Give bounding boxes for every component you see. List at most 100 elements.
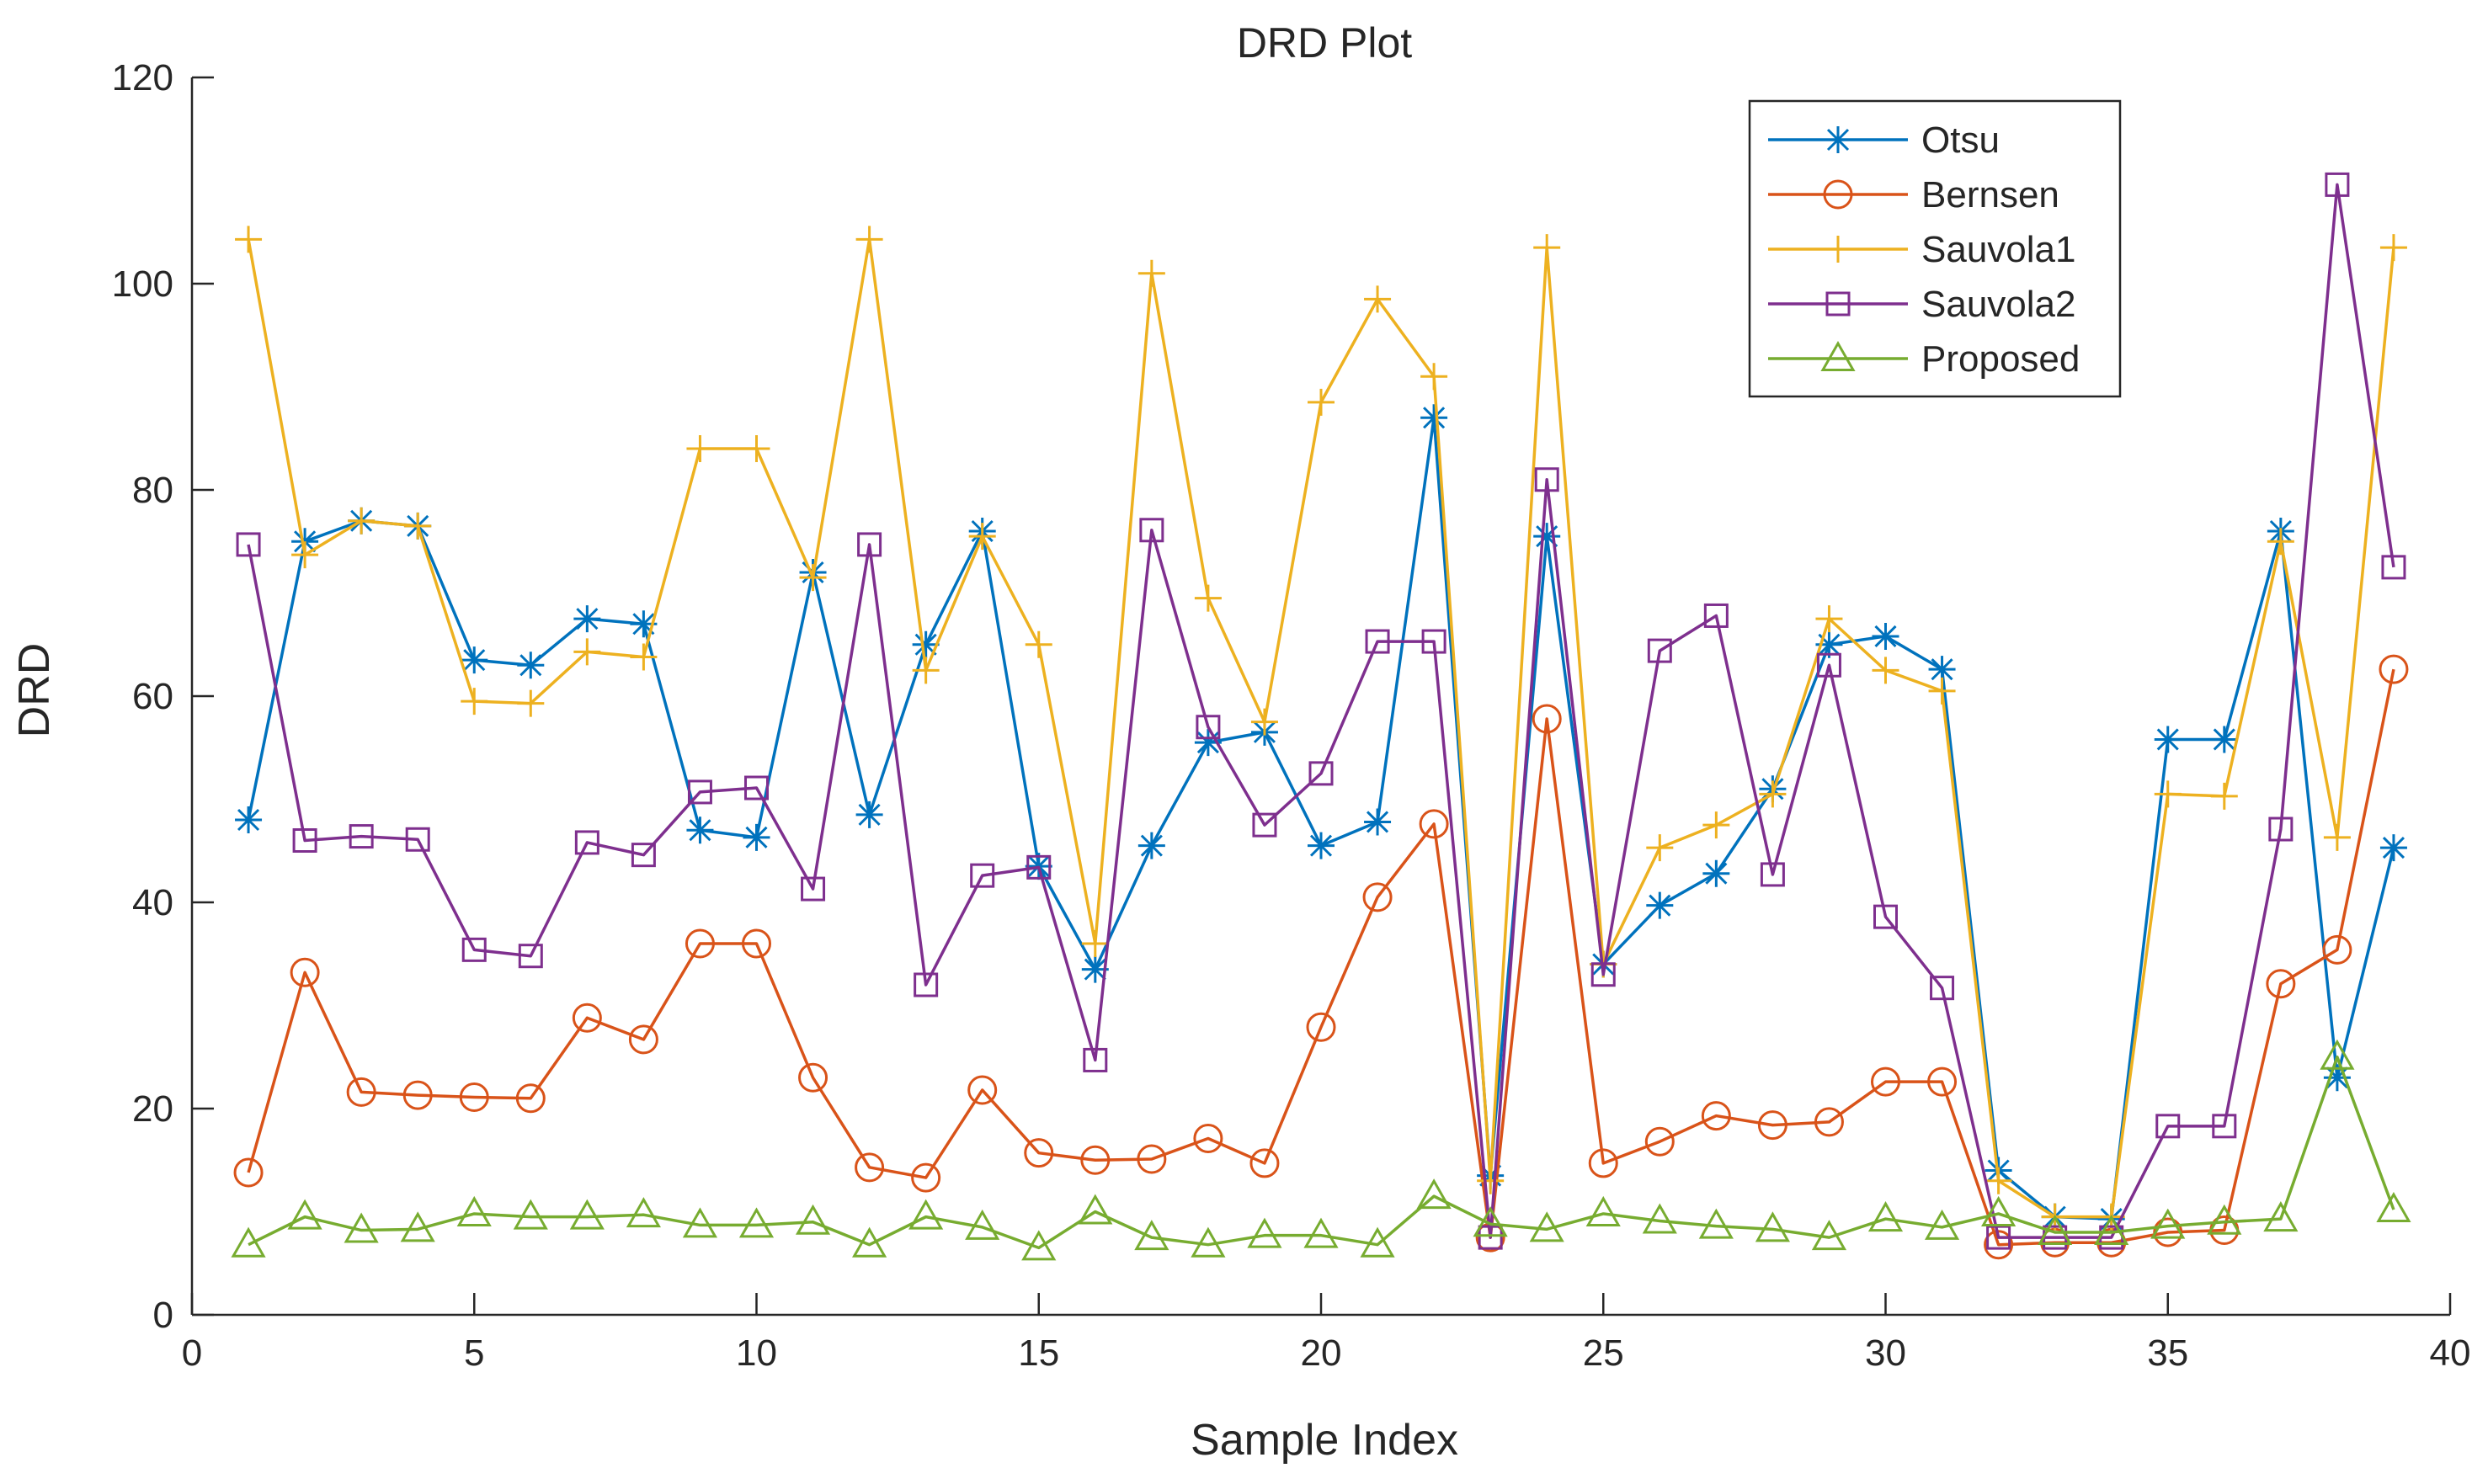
- data-point-proposed: [1755, 1211, 1790, 1242]
- data-point-sauvola2: [1760, 862, 1785, 887]
- data-point-sauvola2: [687, 779, 712, 805]
- data-point-sauvola2: [1478, 1225, 1503, 1250]
- y-tick-label: 80: [132, 470, 173, 511]
- data-point-proposed: [1078, 1194, 1113, 1225]
- data-point-bernsen: [628, 1024, 658, 1055]
- data-point-sauvola1: [1025, 630, 1052, 658]
- series-bernsen: [233, 654, 2409, 1260]
- data-point-sauvola1: [291, 541, 319, 569]
- data-point-bernsen: [1701, 1101, 1731, 1131]
- data-point-sauvola2: [1986, 1225, 2011, 1250]
- y-tick-label: 0: [153, 1295, 173, 1336]
- data-point-sauvola1: [2210, 782, 2238, 810]
- data-point-bernsen: [1080, 1145, 1111, 1175]
- legend-entry-sauvola2: Sauvola2: [1768, 284, 2075, 325]
- data-point-otsu: [2210, 726, 2238, 753]
- data-point-proposed: [1585, 1195, 1621, 1226]
- data-point-sauvola1: [686, 435, 714, 462]
- data-point-sauvola1: [348, 507, 376, 535]
- data-point-bernsen: [459, 1082, 489, 1113]
- data-point-sauvola2: [1139, 518, 1164, 543]
- data-point-sauvola2: [1873, 904, 1898, 929]
- legend-marker: [1823, 179, 1853, 210]
- data-point-otsu: [1928, 656, 1956, 683]
- data-point-proposed: [1303, 1217, 1339, 1248]
- data-point-otsu: [743, 823, 770, 851]
- data-point-proposed: [852, 1226, 887, 1258]
- data-point-bernsen: [1814, 1107, 1844, 1137]
- data-point-sauvola2: [631, 843, 656, 868]
- data-point-bernsen: [515, 1083, 546, 1114]
- data-point-bernsen: [1871, 1066, 1900, 1097]
- data-point-bernsen: [572, 1003, 602, 1033]
- data-point-sauvola1: [1194, 584, 1222, 612]
- legend-marker: [1820, 340, 1856, 371]
- data-point-otsu: [461, 646, 488, 674]
- series-line-sauvola2: [247, 183, 2395, 1239]
- x-tick-label: 20: [1301, 1332, 1342, 1374]
- legend-entry-bernsen: Bernsen: [1768, 174, 2059, 215]
- data-point-sauvola2: [518, 944, 543, 969]
- series-line-bernsen: [247, 668, 2395, 1247]
- x-tick-label: 25: [1583, 1332, 1624, 1374]
- data-point-sauvola2: [1252, 812, 1277, 838]
- data-point-otsu: [1194, 729, 1222, 757]
- data-point-sauvola2: [1647, 638, 1672, 663]
- legend-entry-sauvola1: Sauvola1: [1768, 229, 2075, 270]
- data-point-sauvola1: [1420, 363, 1448, 391]
- data-point-bernsen: [1419, 809, 1449, 839]
- data-point-proposed: [738, 1207, 775, 1238]
- data-point-sauvola1: [2323, 823, 2351, 851]
- series-line-otsu: [247, 416, 2395, 1221]
- data-point-proposed: [569, 1199, 605, 1230]
- data-point-bernsen: [2379, 654, 2409, 684]
- data-point-bernsen: [1306, 1012, 1336, 1042]
- data-point-proposed: [2263, 1201, 2299, 1232]
- data-point-otsu: [1081, 955, 1109, 983]
- data-point-proposed: [400, 1211, 435, 1242]
- data-point-otsu: [1872, 622, 1899, 650]
- data-point-sauvola1: [1872, 657, 1899, 684]
- x-tick-label: 40: [2430, 1332, 2471, 1374]
- x-tick-label: 5: [464, 1332, 484, 1374]
- data-point-sauvola2: [2381, 555, 2406, 580]
- data-point-sauvola2: [292, 828, 317, 853]
- data-point-sauvola1: [2267, 528, 2294, 556]
- data-point-sauvola2: [914, 972, 939, 997]
- series-otsu: [235, 404, 2407, 1233]
- data-point-sauvola2: [744, 775, 769, 801]
- legend-marker: [1825, 236, 1851, 263]
- data-point-sauvola1: [1364, 285, 1392, 313]
- data-point-sauvola2: [236, 532, 261, 557]
- legend-label: Otsu: [1921, 120, 2000, 161]
- data-point-sauvola1: [799, 564, 827, 592]
- data-point-sauvola2: [1703, 603, 1729, 628]
- data-point-proposed: [1021, 1230, 1057, 1261]
- data-point-proposed: [513, 1199, 548, 1230]
- data-point-sauvola2: [405, 827, 430, 852]
- data-point-sauvola2: [2268, 816, 2294, 842]
- data-point-sauvola2: [1196, 715, 1221, 740]
- data-point-proposed: [287, 1199, 322, 1230]
- data-point-sauvola1: [2379, 234, 2407, 262]
- series-line-proposed: [248, 1056, 2395, 1250]
- x-tick-label: 15: [1018, 1332, 1059, 1374]
- data-point-bernsen: [1644, 1126, 1675, 1157]
- data-point-otsu: [855, 801, 883, 828]
- data-point-proposed: [456, 1195, 492, 1226]
- data-point-bernsen: [798, 1062, 828, 1093]
- data-point-otsu: [2323, 1064, 2351, 1092]
- series-proposed: [231, 1039, 2411, 1261]
- data-point-otsu: [1533, 523, 1561, 551]
- data-point-bernsen: [742, 928, 771, 959]
- data-point-bernsen: [685, 928, 715, 959]
- data-point-proposed: [2150, 1208, 2186, 1239]
- legend: Otsu Bernsen Sauvola1 Sauvola2 Proposed: [1748, 99, 2122, 398]
- data-point-sauvola1: [404, 512, 432, 540]
- data-point-proposed: [1867, 1201, 1904, 1232]
- data-point-sauvola1: [517, 689, 545, 717]
- data-point-sauvola1: [630, 643, 658, 671]
- chart-title: DRD Plot: [1237, 19, 1412, 66]
- data-point-otsu: [686, 816, 714, 844]
- data-point-sauvola2: [2155, 1114, 2181, 1139]
